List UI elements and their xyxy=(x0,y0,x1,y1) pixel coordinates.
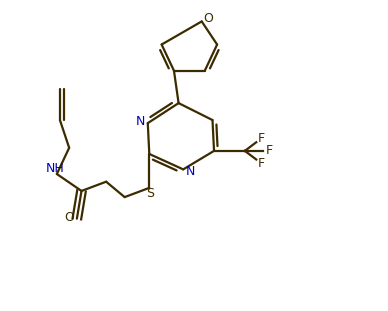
Text: O: O xyxy=(64,211,74,224)
Text: S: S xyxy=(146,187,154,200)
Text: N: N xyxy=(186,165,196,178)
Text: F: F xyxy=(258,132,265,145)
Text: O: O xyxy=(204,12,213,26)
Text: F: F xyxy=(258,157,265,170)
Text: F: F xyxy=(266,144,273,157)
Text: N: N xyxy=(135,115,145,128)
Text: NH: NH xyxy=(46,162,65,175)
